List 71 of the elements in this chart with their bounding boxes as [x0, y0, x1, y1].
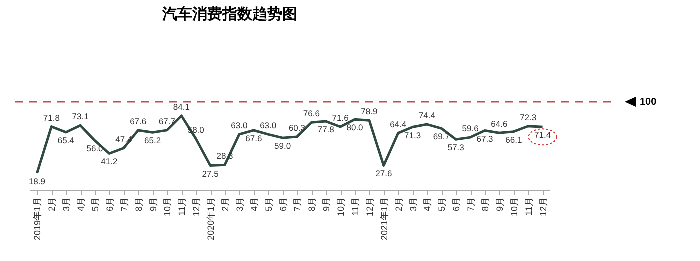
x-tick-label: 5月 — [437, 198, 448, 212]
x-tick-label: 3月 — [408, 198, 418, 212]
x-tick-label: 3月 — [62, 198, 72, 212]
x-tick-label: 6月 — [278, 198, 288, 212]
x-tick-label: 12月 — [192, 198, 202, 217]
data-label: 63.0 — [231, 120, 248, 131]
data-label: 77.8 — [318, 124, 335, 135]
x-tick-label: 7月 — [466, 198, 476, 212]
x-tick-label: 11月 — [177, 198, 188, 216]
x-tick-label: 6月 — [452, 198, 462, 212]
x-tick-label: 10月 — [162, 198, 173, 217]
data-label: 71.4 — [534, 130, 552, 140]
x-tick-label: 7月 — [292, 198, 303, 212]
data-label: 67.6 — [246, 134, 262, 144]
ref-line-label: 100 — [640, 97, 658, 108]
chart-title: 汽车消费指数趋势图 — [161, 5, 298, 23]
x-tick-label: 9月 — [494, 198, 505, 212]
x-tick-label: 2月 — [47, 198, 58, 212]
data-label: 84.1 — [173, 102, 190, 112]
data-label: 71.3 — [404, 130, 422, 140]
data-label: 67.6 — [130, 116, 147, 127]
data-label: 66.1 — [506, 134, 522, 145]
x-tick-label: 3月 — [234, 198, 245, 212]
data-label: 65.4 — [58, 135, 75, 146]
data-label: 73.1 — [72, 112, 90, 122]
x-tick-label: 5月 — [264, 198, 274, 212]
data-label: 59.6 — [462, 124, 480, 134]
x-tick-label: 4月 — [249, 198, 260, 212]
data-label: 74.4 — [418, 110, 436, 121]
x-tick-label: 4月 — [76, 198, 86, 212]
x-tick-label: 7月 — [119, 198, 130, 212]
data-label: 67.3 — [476, 134, 494, 144]
x-tick-label: 8月 — [307, 198, 318, 212]
x-tick-label: 8月 — [134, 198, 144, 212]
data-label: 57.3 — [448, 142, 465, 153]
data-label: 65.2 — [144, 136, 162, 146]
x-tick-label: 9月 — [322, 198, 332, 212]
data-label: 63.0 — [260, 120, 277, 131]
data-label: 80.0 — [346, 122, 364, 133]
data-label: 18.9 — [28, 176, 46, 186]
x-tick-label: 12月 — [364, 198, 375, 217]
data-label: 27.5 — [202, 168, 220, 179]
x-tick-label: 12月 — [538, 198, 548, 217]
x-tick-label: 2月 — [220, 198, 230, 212]
x-tick-label: 11月 — [350, 198, 360, 216]
x-tick-label: 6月 — [104, 198, 115, 212]
data-label: 72.3 — [520, 112, 537, 122]
data-label: 56.0 — [86, 144, 104, 154]
x-tick-label: 8月 — [480, 198, 490, 212]
x-tick-label: 9月 — [148, 198, 158, 212]
data-label: 59.0 — [274, 141, 292, 152]
x-tick-label: 10月 — [509, 198, 520, 217]
data-label: 71.6 — [332, 112, 350, 123]
data-label: 64.6 — [491, 119, 508, 130]
data-label: 67.7 — [158, 116, 176, 126]
data-label: 27.6 — [376, 168, 392, 179]
data-label: 71.8 — [43, 112, 60, 123]
data-label: 69.7 — [433, 132, 450, 142]
data-label: 60.3 — [288, 122, 306, 133]
x-tick-label: 2021年1月 — [379, 198, 390, 241]
x-tick-label: 4月 — [422, 198, 433, 212]
x-tick-label: 10月 — [336, 198, 346, 217]
data-label: 78.9 — [361, 106, 378, 117]
x-tick-label: 11月 — [524, 198, 534, 216]
x-tick-label: 5月 — [90, 198, 100, 212]
data-label: 76.6 — [303, 108, 320, 119]
data-label: 64.4 — [390, 119, 407, 130]
x-tick-label: 2020年1月 — [206, 198, 216, 241]
x-tick-label: 2019年1月 — [32, 198, 43, 241]
data-label: 41.2 — [101, 156, 118, 167]
x-tick-label: 2月 — [394, 198, 404, 212]
